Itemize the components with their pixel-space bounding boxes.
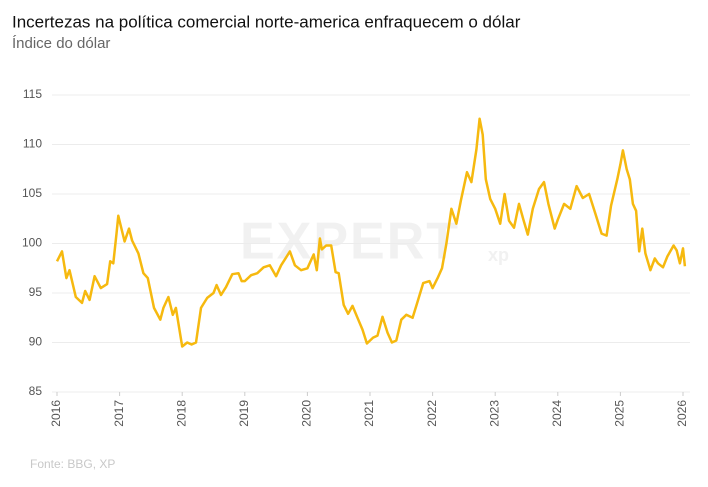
x-tick-label: 2023 [487,400,501,427]
x-tick-label: 2022 [425,400,439,427]
chart-title: Incertezas na política comercial norte-a… [12,12,521,31]
x-tick-label: 2019 [237,400,251,427]
x-tick-label: 2020 [300,400,314,427]
watermark-sub: xp [488,245,509,265]
y-tick-label: 95 [29,285,43,299]
x-tick-label: 2017 [112,400,126,427]
y-tick-label: 100 [22,236,42,250]
y-tick-label: 90 [29,335,43,349]
x-tick-label: 2025 [613,400,627,427]
y-tick-label: 115 [23,87,42,101]
line-series [55,117,687,348]
y-tick-label: 105 [22,186,42,200]
source: Fonte: BBG, XP [30,457,115,471]
x-tick-label: 2024 [550,400,564,427]
x-tick-label: 2021 [362,400,376,427]
y-tick-label: 110 [23,137,42,151]
x-tick-label: 2016 [49,400,63,427]
watermark: EXPERT [240,213,460,271]
chart-subtitle: Índice do dólar [12,35,110,52]
x-tick-label: 2018 [174,400,188,427]
y-tick-label: 85 [29,384,43,398]
x-tick-label: 2026 [675,400,689,427]
